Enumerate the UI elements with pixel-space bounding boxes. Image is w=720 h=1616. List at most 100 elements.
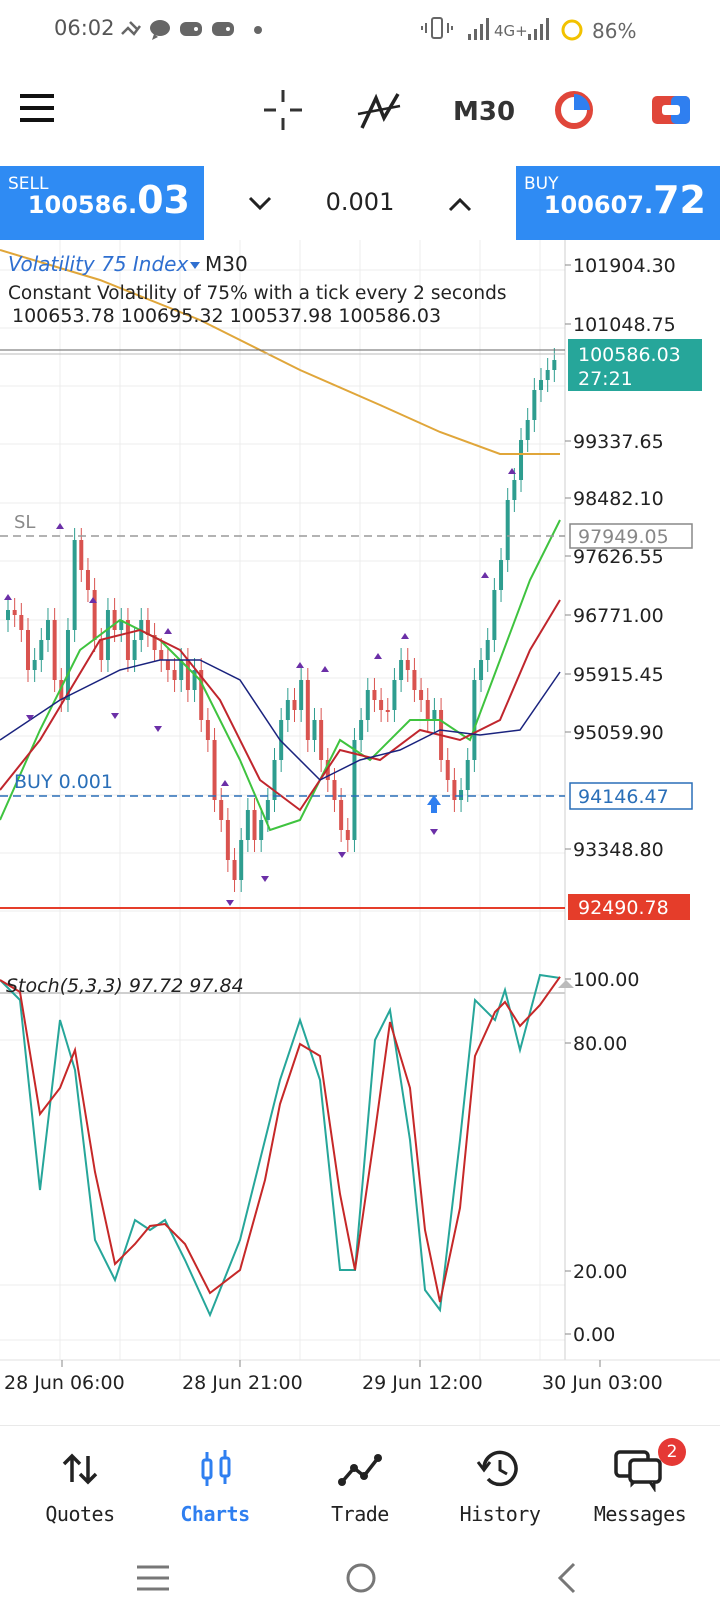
pane-resize-icon[interactable] [558, 980, 574, 988]
ohlc-values: 100653.78 100695.32 100537.98 100586.03 [12, 305, 441, 327]
nav-quotes-label: Quotes [45, 1502, 115, 1526]
stochastic-pane [0, 973, 561, 1318]
status-bar: 06:02 4G+ 86% [0, 0, 720, 58]
candle-body [272, 760, 277, 800]
low-price-box [568, 894, 690, 920]
buy-button[interactable]: BUY 100607.72 [516, 166, 720, 240]
candle-body [12, 610, 17, 615]
candle-body [525, 420, 530, 440]
candle-body [199, 670, 204, 720]
candle-body [452, 780, 457, 800]
system-navigation [0, 1545, 720, 1612]
nav-messages-label: Messages [593, 1502, 687, 1526]
price-tick-label: 98482.10 [573, 488, 664, 510]
sl-price-box [569, 523, 693, 549]
symbol-name[interactable]: Volatility 75 Index [8, 252, 188, 276]
stoch-tick-label: 20.00 [573, 1261, 627, 1283]
candle-body [6, 610, 10, 620]
fractal-up-marker [321, 666, 329, 672]
price-tick-label: 101904.30 [573, 255, 676, 277]
candle-body [179, 660, 184, 680]
nav-trade[interactable]: Trade [290, 1426, 430, 1546]
candle-body [512, 480, 517, 500]
increase-lot-icon[interactable] [440, 184, 480, 224]
sell-button[interactable]: SELL 100586.03 [0, 166, 204, 240]
price-tick-label: 95059.90 [573, 722, 664, 744]
candle-body [532, 390, 537, 420]
network-type: 4G+ [494, 22, 528, 40]
buy-position-label: BUY 0.001 [14, 771, 113, 793]
nav-charts-label: Charts [180, 1502, 250, 1526]
price-tick-label: 96771.00 [573, 605, 664, 627]
buy-position-price: 94146.47 [578, 786, 669, 808]
candle-body [32, 660, 37, 670]
candle-body [432, 710, 437, 720]
nav-history[interactable]: History [430, 1426, 570, 1546]
candle-body [259, 820, 264, 840]
objects-icon[interactable] [555, 91, 593, 129]
fractal-up-marker [296, 662, 304, 668]
time-scale[interactable]: 28 Jun 06:00 28 Jun 21:00 29 Jun 12:00 30 J… [4, 1360, 663, 1394]
stoch-main-line [0, 973, 561, 1318]
sell-price: 100586.03 [27, 178, 190, 222]
home-icon[interactable] [346, 1563, 376, 1593]
fractal-down-marker [338, 852, 346, 858]
price-scale[interactable]: 101904.30 101048.75 99337.65 98482.10 97626.… [565, 255, 676, 861]
bottom-navigation: Quotes Charts Trade History [0, 1425, 720, 1546]
candle-body [312, 720, 317, 740]
candle-body [185, 660, 190, 690]
candle-body [59, 680, 64, 700]
symbol-dropdown-icon[interactable] [190, 262, 200, 269]
fractal-down-marker [154, 726, 162, 732]
candle-body [305, 680, 310, 740]
current-price-box [568, 339, 702, 391]
candle-body [152, 635, 157, 650]
indicators-icon[interactable] [357, 93, 401, 129]
crosshair-icon[interactable] [264, 90, 302, 130]
buy-label: BUY [524, 174, 559, 194]
price-tick-label: 101048.75 [573, 314, 676, 336]
candle-body [359, 720, 364, 740]
candle-body [339, 800, 344, 830]
candle-body [299, 680, 304, 710]
chart-grid [0, 240, 565, 1360]
current-price: 100586.03 [578, 344, 681, 366]
candle-body [132, 640, 137, 660]
nav-quotes[interactable]: Quotes [10, 1426, 150, 1546]
stoch-tick-label: 0.00 [573, 1324, 615, 1346]
lot-input[interactable]: 0.001 [325, 188, 395, 216]
chart-canvas[interactable]: Volatility 75 Index M30 Constant Volatil… [0, 240, 720, 1415]
fractal-down-marker [430, 829, 438, 835]
nav-charts[interactable]: Charts [145, 1426, 285, 1546]
buy-price-box [569, 782, 693, 810]
timeframe-button[interactable]: M30 [453, 97, 515, 127]
stoch-scale: 100.00 80.00 20.00 0.00 [565, 969, 639, 1346]
price-tick-label: 99337.65 [573, 431, 664, 453]
one-click-trade-panel: SELL 100586.03 0.001 BUY 100607.72 [0, 166, 720, 240]
candle-body [72, 540, 77, 630]
back-icon[interactable] [557, 1562, 576, 1594]
candle-body [39, 640, 44, 660]
nav-messages[interactable]: 2 Messages [570, 1426, 710, 1546]
candle-body [112, 610, 117, 630]
candle-body [165, 660, 170, 670]
hamburger-icon[interactable] [20, 94, 54, 122]
candle-body [412, 670, 417, 690]
candle-body [372, 690, 377, 700]
price-tick-label: 97626.55 [573, 546, 664, 568]
candle-body [499, 560, 504, 590]
fractal-up-marker [374, 653, 382, 659]
nav-history-label: History [459, 1502, 541, 1526]
candle-body [485, 640, 490, 660]
one-click-trade-icon[interactable] [652, 96, 690, 124]
candle-body [125, 620, 130, 660]
sl-label: SL [14, 512, 35, 533]
candle-body [319, 720, 324, 760]
fractal-down-marker [261, 876, 269, 882]
recent-apps-icon[interactable] [137, 1565, 169, 1591]
stoch-signal-line [0, 976, 561, 1303]
chart-timeframe: M30 [205, 252, 248, 276]
candle-body [239, 840, 244, 880]
candles-layer [6, 348, 557, 892]
decrease-lot-icon[interactable] [240, 184, 280, 224]
